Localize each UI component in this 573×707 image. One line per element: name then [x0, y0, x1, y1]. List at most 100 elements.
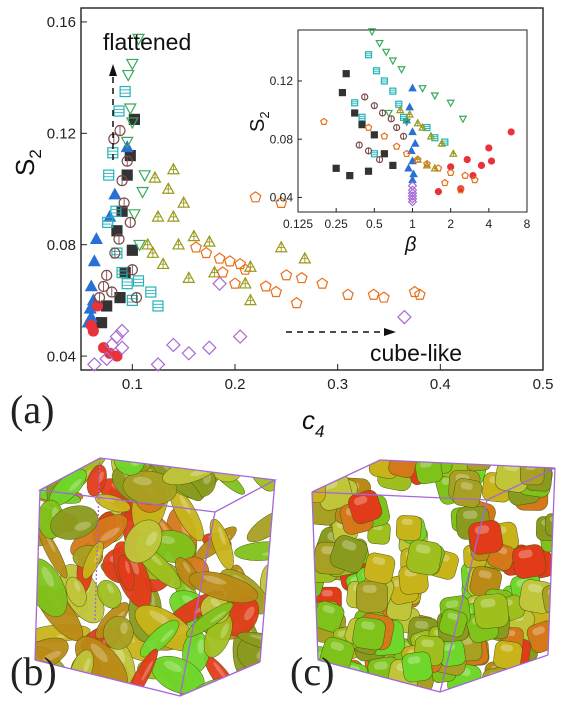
ellipsoid-highlight: [100, 688, 125, 695]
ellipsoid-highlight: [90, 643, 108, 663]
data-point-diamond-open: [166, 337, 181, 353]
superball-particle: [352, 616, 386, 651]
data-point-circle-filled: [485, 144, 493, 152]
main-x-axis-label: c4: [302, 405, 324, 441]
y-tick-label: 0.04: [47, 348, 76, 365]
superball-highlight: [341, 540, 357, 551]
data-point-triangle-down-open: [384, 109, 394, 118]
data-point-diamond-open: [212, 276, 227, 292]
ellipsoid-particle: [82, 541, 104, 580]
ellipsoid-highlight: [41, 566, 54, 587]
superball-highlight: [312, 480, 318, 487]
superball-highlight: [421, 639, 435, 648]
data-point-triangle-up-filled: [409, 169, 418, 178]
data-point-square-lined: [395, 100, 403, 108]
data-point-circle-filled: [87, 325, 99, 337]
x-tick-label: 0.1: [122, 376, 143, 393]
ellipsoid-highlight: [100, 527, 120, 542]
ellipsoid-highlight: [153, 440, 160, 457]
data-point-pentagon-open: [367, 288, 380, 300]
ellipsoid-particle: [97, 580, 122, 609]
superball-highlight: [362, 584, 377, 593]
data-point-pentagon-open: [216, 266, 229, 278]
panel-label-b: (b): [10, 649, 57, 694]
data-point-triangle-up-filled: [410, 138, 420, 147]
ellipsoid-highlight: [161, 442, 178, 459]
ellipsoid-particle: [246, 509, 275, 543]
ellipsoid-highlight: [69, 478, 82, 492]
cube-packing-render: [312, 460, 555, 692]
data-point-square-filled: [342, 70, 350, 78]
ellipsoid-highlight: [268, 677, 275, 691]
x-tick-label: 2: [447, 217, 454, 231]
ellipsoid-highlight: [74, 521, 92, 531]
data-point-triangle-down-open: [131, 33, 146, 46]
data-point-square-filled: [95, 317, 108, 329]
data-point-pentagon-open: [377, 291, 390, 303]
data-point-square-filled: [114, 292, 126, 304]
superball-highlight: [373, 661, 388, 670]
data-point-triangle-down-open: [127, 209, 141, 222]
ellipsoid-particle: [188, 571, 259, 604]
ellipsoid-particle: [117, 554, 135, 592]
superball-highlight: [474, 525, 490, 535]
data-point-triangle-down-open: [367, 28, 377, 37]
x-tick-label: 0.5: [533, 376, 554, 393]
data-point-triangle-up-filled: [89, 232, 103, 244]
data-point-pentagon-open: [295, 271, 308, 284]
annotation-cube-like: cube-like: [370, 340, 462, 366]
x-tick-label: 8: [524, 217, 531, 231]
data-point-triangle-down-open: [430, 92, 440, 101]
ellipsoid-highlight: [141, 660, 154, 681]
data-point-pentagon-open: [239, 263, 252, 275]
data-point-square-filled: [358, 121, 366, 129]
data-point-square-filled: [364, 167, 373, 175]
ellipsoid-particle: [245, 458, 275, 492]
data-point-square-filled: [126, 244, 138, 256]
ellipsoid-particle: [50, 505, 99, 540]
superball-particle: [544, 512, 555, 537]
superball-highlight: [478, 570, 492, 579]
ellipsoid-particle: [234, 541, 275, 561]
ellipsoid-highlight: [80, 679, 98, 693]
superball-highlight: [500, 676, 515, 686]
ellipsoid-highlight: [120, 622, 128, 634]
ellipsoid-particle: [86, 464, 107, 497]
data-point-pentagon-open: [392, 142, 401, 150]
superball-highlight: [401, 518, 413, 525]
main-plot-frame: [80, 7, 544, 371]
data-point-triangle-down-open: [138, 170, 152, 183]
data-point-triangle-up-filled: [408, 83, 417, 92]
superball-highlight: [407, 656, 421, 665]
ellipsoid-highlight: [209, 611, 227, 623]
superball-particle: [395, 515, 422, 541]
superball-highlight: [527, 662, 541, 672]
data-point-pentagon-open: [402, 149, 411, 158]
data-point-square-lined: [380, 77, 388, 85]
x-tick-label: 0.4: [430, 376, 451, 393]
data-point-pentagon-open: [434, 164, 443, 172]
data-point-triangle-down-open: [136, 186, 150, 199]
data-point-square-lined: [389, 87, 397, 95]
data-point-triangle-down-open: [381, 48, 391, 57]
ellipsoid-highlight: [83, 658, 91, 672]
data-point-pentagon-open: [200, 246, 213, 259]
data-point-square-lined: [119, 85, 131, 98]
data-point-square-filled: [101, 300, 113, 312]
data-point-pentagon-open: [320, 117, 328, 126]
ellipsoid-highlight: [228, 460, 239, 471]
y-tick-label: 0.04: [270, 191, 294, 205]
superball-particle: [482, 666, 516, 692]
data-point-pentagon-open: [413, 288, 426, 300]
superball-particle: [541, 583, 555, 615]
data-point-square-filled: [351, 109, 359, 117]
superball-highlight: [330, 641, 345, 652]
data-point-pentagon-open: [270, 285, 283, 298]
x-tick-label: 0.5: [366, 217, 383, 231]
data-point-diamond-open: [407, 181, 418, 191]
data-point-circle-filled: [111, 350, 123, 362]
ellipsoid-highlight: [183, 561, 191, 573]
ellipsoid-highlight: [121, 687, 132, 696]
superball-particle: [465, 460, 492, 472]
superball-particle: [501, 669, 536, 692]
